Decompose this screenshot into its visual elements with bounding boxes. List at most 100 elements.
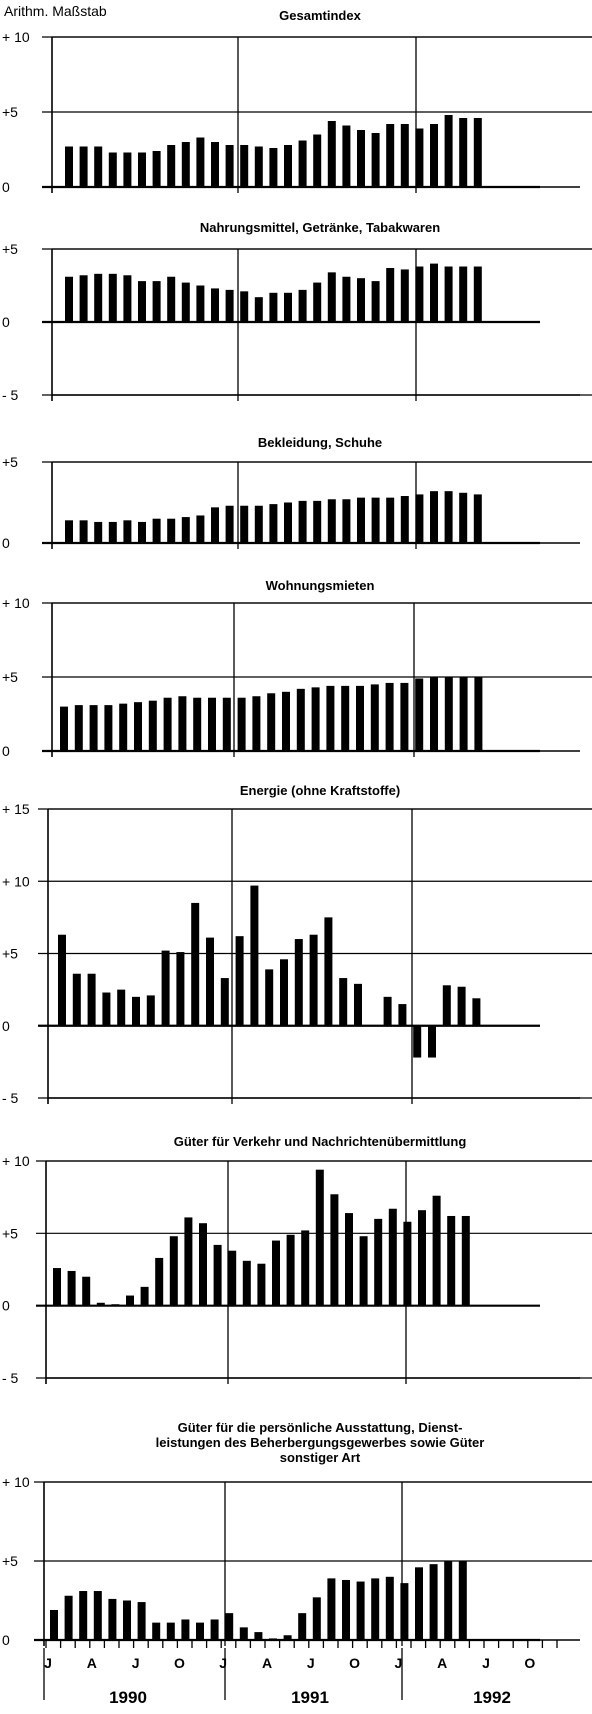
bar [184, 1217, 193, 1306]
chart-title-energie-ohne-kraftstoffe: Energie (ohne Kraftstoffe) [240, 783, 400, 798]
bar [257, 1263, 266, 1306]
bar [167, 276, 176, 322]
year-label: 1992 [473, 1688, 511, 1707]
y-tick-label: 0 [2, 535, 10, 551]
bar [371, 133, 380, 187]
bar [102, 992, 111, 1026]
bar [196, 515, 205, 543]
bar [473, 266, 482, 322]
bar [181, 1619, 190, 1640]
y-tick-label: 0 [2, 1298, 10, 1314]
bar [211, 142, 219, 187]
bar [222, 697, 231, 751]
bar [225, 145, 234, 187]
bar [79, 146, 88, 187]
bar [400, 269, 409, 322]
bar [167, 518, 176, 543]
bar [284, 145, 292, 187]
bar [67, 1270, 76, 1306]
bar [58, 934, 66, 1026]
bar [430, 124, 438, 187]
bar [356, 1581, 365, 1640]
bar [284, 502, 292, 543]
bar [315, 1169, 324, 1306]
bar [296, 688, 305, 751]
bar [418, 1210, 426, 1306]
bar [415, 494, 424, 543]
bar [166, 1622, 175, 1640]
bar [474, 677, 483, 751]
y-tick-label: +5 [2, 241, 18, 257]
bar [211, 288, 219, 322]
bar [294, 939, 303, 1026]
bar [225, 505, 234, 543]
bar [311, 687, 320, 751]
bar [324, 917, 333, 1026]
bar [341, 685, 350, 751]
bar [132, 996, 140, 1026]
bar [242, 1260, 251, 1306]
bar [208, 697, 216, 751]
bar [152, 518, 161, 543]
bar [93, 1591, 102, 1640]
bar [65, 276, 73, 322]
y-tick-label: + 10 [2, 1153, 30, 1169]
bar [400, 1583, 409, 1640]
bar [459, 677, 468, 751]
bar [199, 1223, 207, 1306]
bar [181, 517, 190, 543]
bar [65, 520, 73, 543]
bar [138, 521, 146, 543]
bar [386, 124, 395, 187]
bar [211, 507, 219, 543]
bar [252, 696, 261, 751]
bar [444, 266, 453, 322]
scale-label: Arithm. Maßstab [4, 3, 107, 19]
bar [213, 1244, 222, 1306]
bar [298, 500, 307, 543]
bar [225, 1613, 234, 1640]
bar [398, 1004, 407, 1026]
bar [50, 1609, 58, 1640]
bar [400, 124, 409, 187]
bar [370, 684, 379, 751]
bar [60, 706, 68, 751]
bar [206, 937, 214, 1026]
bar [137, 1602, 146, 1640]
bar [267, 693, 276, 751]
bar [94, 273, 103, 322]
bar [345, 1213, 353, 1306]
bar [72, 973, 81, 1026]
bar [371, 281, 380, 322]
y-tick-label: + 15 [2, 801, 30, 817]
bar [228, 1250, 237, 1306]
bar [309, 934, 318, 1026]
bar [283, 1635, 292, 1640]
bar [79, 1591, 88, 1640]
bar [196, 137, 205, 187]
bar [327, 121, 336, 187]
y-tick-label: + 10 [2, 29, 30, 45]
y-tick-label: +5 [2, 1553, 18, 1569]
bar [108, 521, 117, 543]
month-label: A [87, 1655, 97, 1671]
bar [400, 496, 409, 543]
bar [415, 678, 424, 751]
y-tick-label: +5 [2, 454, 18, 470]
chart-title-gesamtindex: Gesamtindex [279, 8, 361, 23]
bar [89, 705, 98, 751]
bar [415, 1567, 423, 1640]
bar [104, 705, 113, 751]
bar [280, 959, 288, 1026]
bar [240, 291, 249, 322]
bar [447, 1215, 456, 1306]
bar [196, 285, 205, 322]
bar [235, 936, 244, 1026]
bar [193, 697, 202, 751]
bar [181, 142, 190, 187]
bar [53, 1268, 61, 1306]
bar [146, 995, 155, 1026]
bar [388, 1208, 397, 1306]
bar [254, 1632, 263, 1640]
bar [79, 275, 88, 322]
